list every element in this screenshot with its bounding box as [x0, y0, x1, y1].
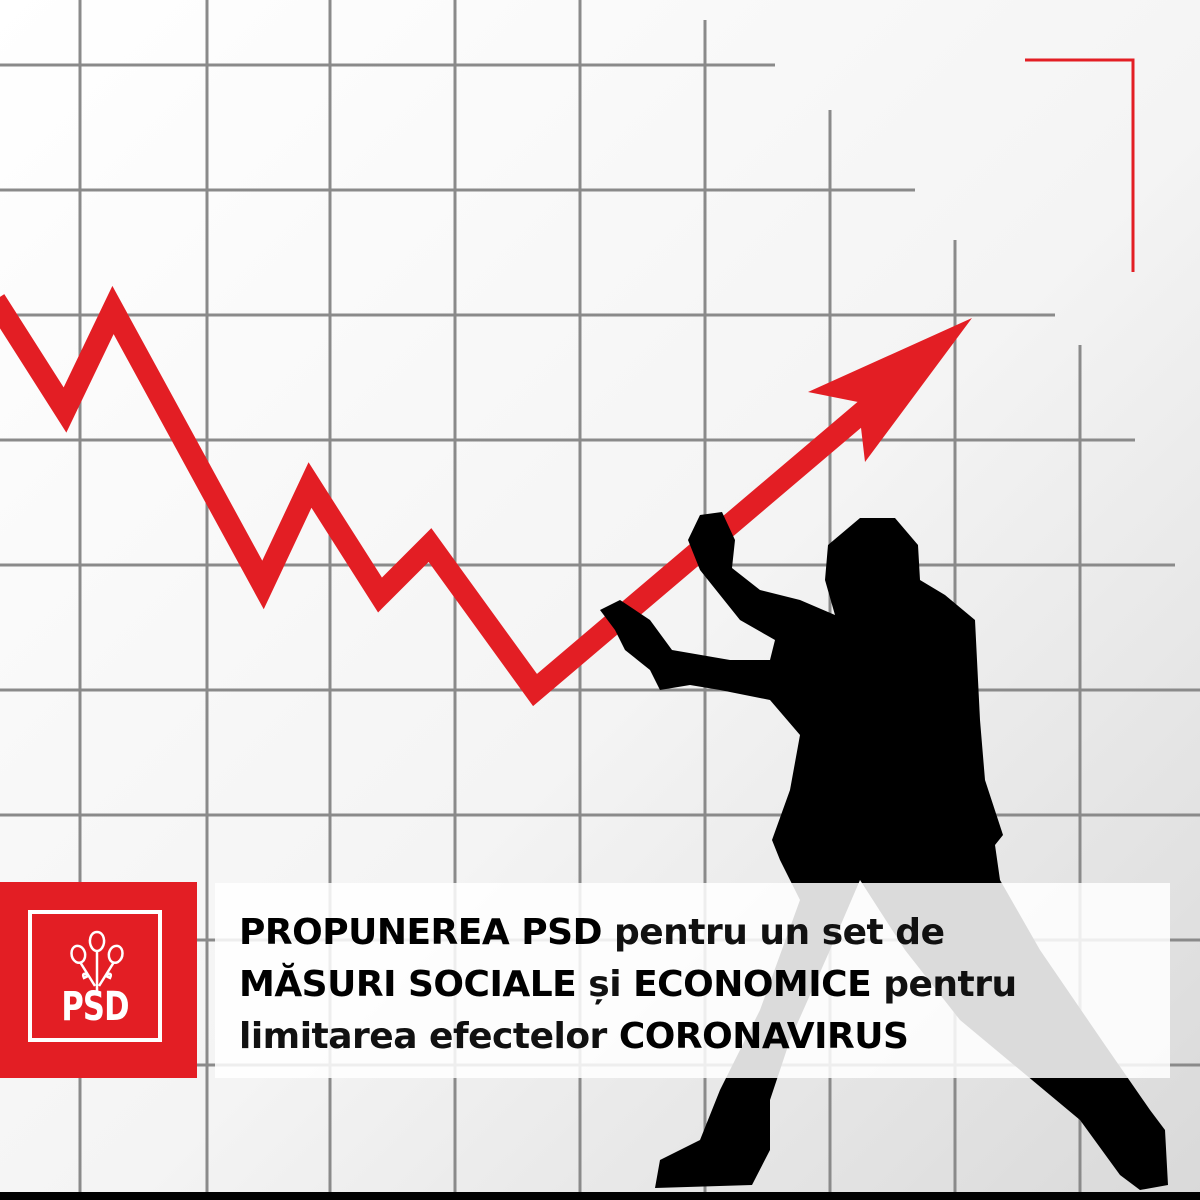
headline-text: și — [576, 964, 634, 1005]
logo-text: PSD — [61, 984, 129, 1030]
headline: PROPUNEREA PSD pentru un set de MĂSURI S… — [239, 907, 1017, 1063]
trend-arrow-head — [808, 318, 972, 462]
red-corner-bracket — [1025, 58, 1135, 272]
logo-frame: PSD — [28, 910, 162, 1042]
headline-emphasis: ECONOMICE — [633, 964, 872, 1005]
headline-text: limitarea efectelor — [239, 1016, 619, 1057]
headline-text: pentru un set de — [601, 912, 945, 953]
headline-line-1: PROPUNEREA PSD pentru un set de — [239, 907, 1017, 959]
headline-banner: PROPUNEREA PSD pentru un set de MĂSURI S… — [215, 883, 1170, 1078]
headline-line-2: MĂSURI SOCIALE și ECONOMICE pentru — [239, 959, 1017, 1011]
headline-text: pentru — [871, 964, 1017, 1005]
trend-arrow-line — [0, 285, 873, 707]
roses-icon — [70, 930, 124, 994]
bottom-bar — [0, 1192, 1200, 1200]
headline-emphasis: PROPUNEREA PSD — [239, 912, 602, 953]
psd-logo: PSD — [0, 882, 197, 1078]
headline-emphasis: MĂSURI SOCIALE — [239, 964, 577, 1005]
headline-emphasis: CORONAVIRUS — [618, 1016, 909, 1057]
headline-line-3: limitarea efectelor CORONAVIRUS — [239, 1011, 1017, 1063]
man-silhouette — [600, 512, 1168, 1190]
